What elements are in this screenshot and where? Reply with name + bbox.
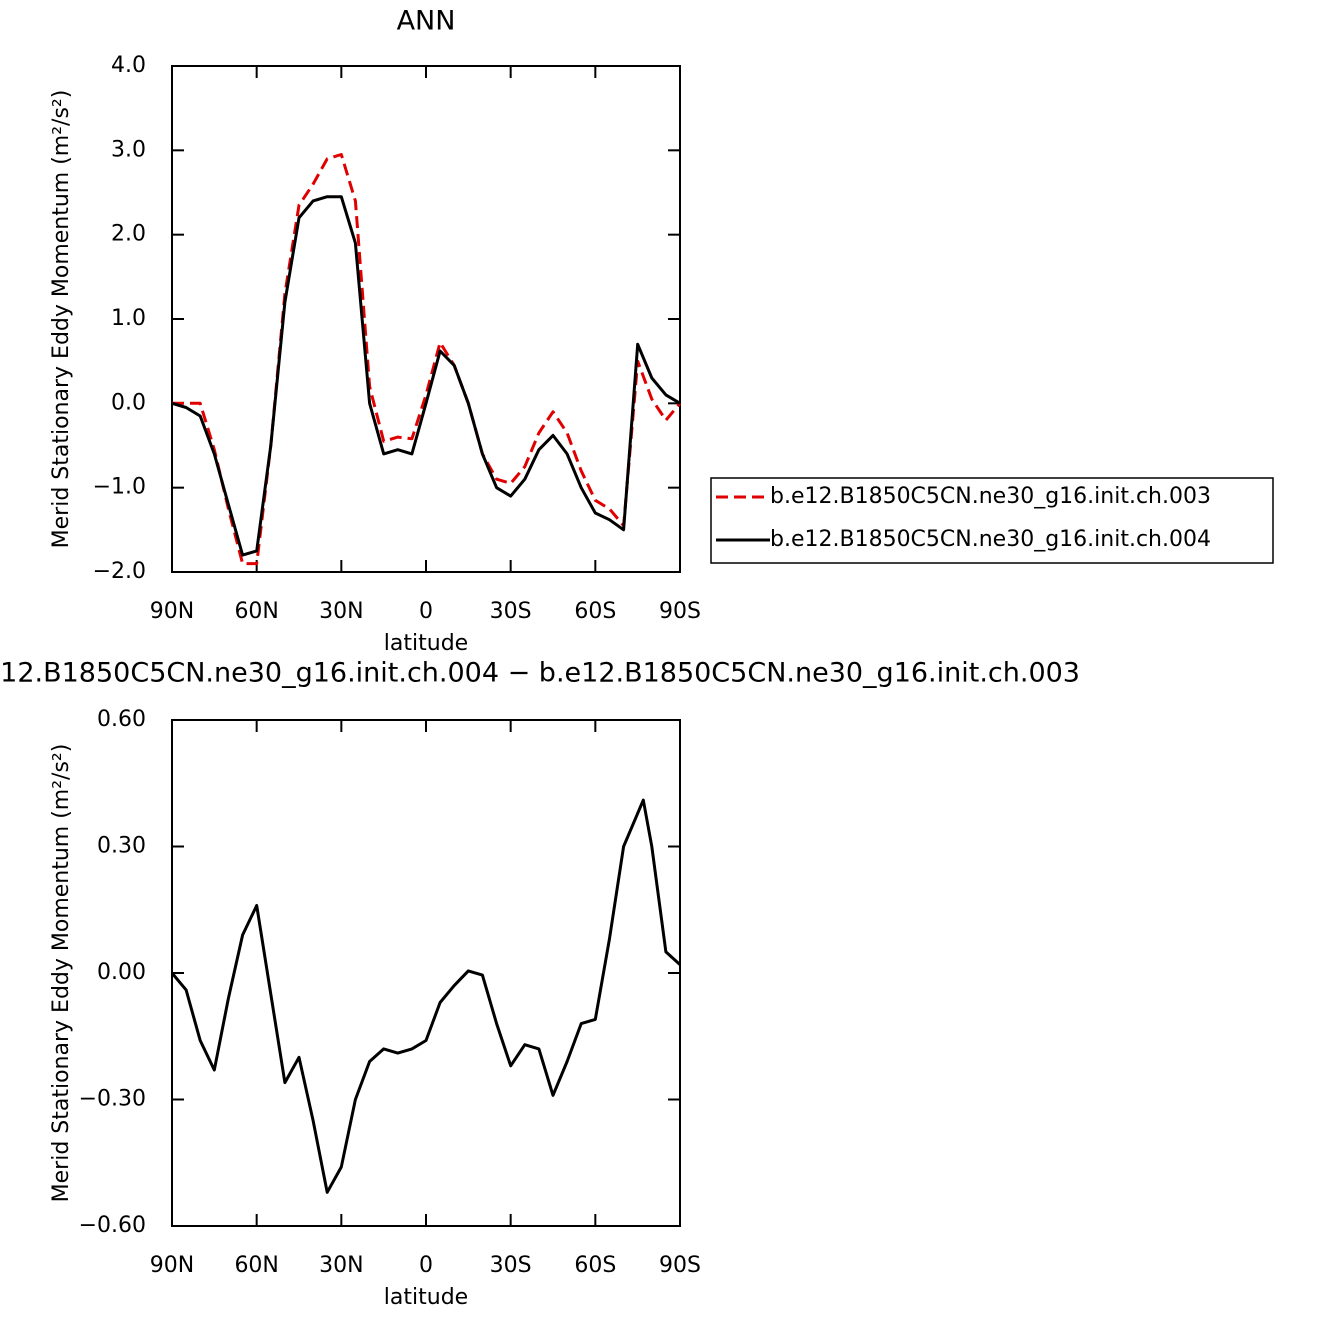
- x-tick-label: 90N: [150, 1253, 194, 1278]
- chart-title: ANN: [397, 6, 456, 37]
- y-tick-label: −0.60: [79, 1213, 146, 1238]
- x-tick-label: 90N: [150, 599, 194, 624]
- x-axis-label: latitude: [384, 631, 468, 656]
- x-tick-label: 60N: [234, 1253, 278, 1278]
- y-tick-label: 3.0: [111, 137, 146, 162]
- x-tick-label: 30N: [319, 1253, 363, 1278]
- y-axis-label: Merid Stationary Eddy Momentum (m²/s²): [49, 90, 74, 549]
- y-axis-label: Merid Stationary Eddy Momentum (m²/s²): [49, 744, 74, 1203]
- x-tick-label: 60N: [234, 599, 278, 624]
- y-tick-label: 0.0: [111, 390, 146, 415]
- x-axis-label: latitude: [384, 1285, 468, 1310]
- y-tick-label: 0.00: [97, 960, 146, 985]
- x-tick-label: 30S: [490, 1253, 532, 1278]
- y-tick-label: 4.0: [111, 53, 146, 78]
- legend-box: [710, 477, 1274, 564]
- data-line: [171, 195, 681, 557]
- x-tick-label: 90S: [659, 599, 701, 624]
- y-tick-label: 0.60: [97, 707, 146, 732]
- y-tick-label: 2.0: [111, 222, 146, 247]
- chart-title: b.e12.B1850C5CN.ne30_g16.init.ch.004 − b…: [0, 658, 1080, 689]
- plot-frame: [171, 65, 681, 573]
- y-tick-label: −2.0: [93, 559, 146, 584]
- legend-label: b.e12.B1850C5CN.ne30_g16.init.ch.003: [770, 484, 1211, 509]
- data-line: [172, 153, 682, 566]
- y-tick-label: −1.0: [93, 475, 146, 500]
- x-tick-label: 60S: [574, 599, 616, 624]
- y-tick-label: −0.30: [79, 1087, 146, 1112]
- data-line: [170, 798, 682, 1194]
- x-tick-label: 30S: [490, 599, 532, 624]
- y-tick-label: 1.0: [111, 306, 146, 331]
- x-tick-label: 90S: [659, 1253, 701, 1278]
- legend-label: b.e12.B1850C5CN.ne30_g16.init.ch.004: [770, 527, 1211, 552]
- y-tick-label: 0.30: [97, 834, 146, 859]
- x-tick-label: 60S: [574, 1253, 616, 1278]
- x-tick-label: 0: [419, 599, 433, 624]
- x-tick-label: 0: [419, 1253, 433, 1278]
- x-tick-label: 30N: [319, 599, 363, 624]
